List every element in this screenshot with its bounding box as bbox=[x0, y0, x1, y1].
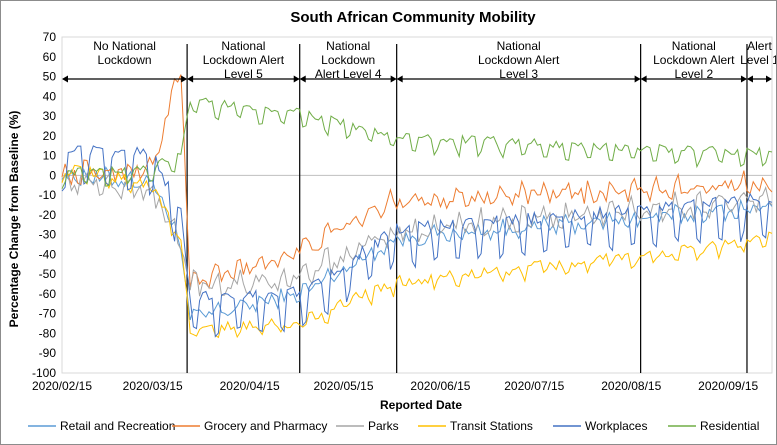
y-tick-label: -50 bbox=[39, 267, 57, 281]
y-tick-label: -40 bbox=[39, 247, 57, 261]
y-tick-label: -10 bbox=[39, 188, 57, 202]
phase-arrows bbox=[62, 75, 772, 83]
series-layer bbox=[61, 74, 773, 339]
x-tick-label: 2020/06/15 bbox=[410, 379, 470, 393]
phase-label: National Lockdown Alert Level 5 bbox=[203, 39, 285, 81]
series-line-residential bbox=[61, 97, 773, 190]
series-line-grocery-and-pharmacy bbox=[61, 74, 773, 290]
x-axis-title: Reported Date bbox=[380, 398, 462, 412]
x-tick-label: 2020/02/15 bbox=[32, 379, 92, 393]
phase-label-line: No National bbox=[93, 39, 156, 53]
phase-label-line: National bbox=[221, 39, 265, 53]
phase-label-line: Alert bbox=[747, 39, 772, 53]
legend-label: Transit Stations bbox=[450, 419, 533, 433]
phase-arrowhead-left bbox=[746, 75, 753, 83]
y-tick-label: 10 bbox=[43, 149, 57, 163]
chart-legend: Retail and Recreation Grocery and Pharmac… bbox=[28, 419, 759, 433]
y-tick-label: -30 bbox=[39, 228, 57, 242]
y-tick-label: 20 bbox=[43, 129, 57, 143]
y-axis-ticks: 70 60 50 40 30 20 10 0 -10 -20 -30 -40 -50 -60 -70 -80 -… bbox=[32, 30, 56, 380]
phase-label-line: Level 5 bbox=[224, 67, 263, 81]
x-tick-label: 2020/09/15 bbox=[698, 379, 758, 393]
phase-label: No National Lockdown bbox=[93, 39, 156, 67]
y-tick-label: 70 bbox=[43, 30, 57, 44]
phase-lines bbox=[186, 44, 748, 373]
legend-label: Parks bbox=[368, 419, 399, 433]
chart-title: South African Community Mobility bbox=[290, 9, 536, 26]
phase-arrowhead-right bbox=[634, 75, 641, 83]
plot-area bbox=[61, 36, 773, 374]
legend-label: Retail and Recreation bbox=[60, 419, 175, 433]
phase-label-line: Lockdown bbox=[321, 53, 375, 67]
x-tick-label: 2020/03/15 bbox=[123, 379, 183, 393]
series-line-transit-stations bbox=[61, 164, 773, 339]
phase-arrowhead-right bbox=[390, 75, 397, 83]
phase-label-line: Level 3 bbox=[499, 67, 538, 81]
phase-label-line: Lockdown Alert bbox=[478, 53, 560, 67]
y-tick-label: -80 bbox=[39, 326, 57, 340]
y-tick-label: -60 bbox=[39, 287, 57, 301]
phase-label-line: National bbox=[672, 39, 716, 53]
series-line-parks bbox=[61, 172, 773, 297]
x-axis-ticks: 2020/02/15 2020/03/15 2020/04/15 2020/05/15… bbox=[32, 379, 759, 393]
phase-label-line: Lockdown Alert bbox=[203, 53, 285, 67]
y-tick-label: -90 bbox=[39, 346, 57, 360]
y-axis-title: Percentage Change from Baseline (%) bbox=[7, 111, 21, 328]
y-tick-label: 40 bbox=[43, 89, 57, 103]
legend-label: Workplaces bbox=[585, 419, 647, 433]
phase-arrowhead-left bbox=[396, 75, 403, 83]
phase-label-line: National bbox=[326, 39, 370, 53]
x-tick-label: 2020/08/15 bbox=[601, 379, 661, 393]
phase-label: National Lockdown Alert Level 2 bbox=[653, 39, 735, 81]
y-tick-label: 50 bbox=[43, 70, 57, 84]
legend-label: Residential bbox=[700, 419, 759, 433]
phase-label: National Lockdown Alert Level 3 bbox=[478, 39, 560, 81]
phase-label: Alert Level 1 bbox=[740, 39, 776, 67]
phase-label-line: National bbox=[497, 39, 541, 53]
chart-grid bbox=[61, 36, 773, 374]
phase-label-line: Alert Level 4 bbox=[315, 67, 382, 81]
phase-arrowhead-left bbox=[640, 75, 647, 83]
x-tick-label: 2020/04/15 bbox=[220, 379, 280, 393]
y-tick-label: 30 bbox=[43, 109, 57, 123]
phase-arrowhead-right bbox=[181, 75, 188, 83]
phase-label-line: Lockdown bbox=[98, 53, 152, 67]
phase-label-line: Level 2 bbox=[674, 67, 713, 81]
y-tick-label: -70 bbox=[39, 307, 57, 321]
y-tick-label: -20 bbox=[39, 208, 57, 222]
phase-label-line: Lockdown Alert bbox=[653, 53, 735, 67]
y-tick-label: -100 bbox=[32, 366, 56, 380]
phase-arrowhead-right bbox=[293, 75, 300, 83]
phase-label-line: Level 1 bbox=[740, 53, 776, 67]
x-tick-label: 2020/07/15 bbox=[504, 379, 564, 393]
phase-label: National Lockdown Alert Level 4 bbox=[315, 39, 382, 81]
legend-label: Grocery and Pharmacy bbox=[204, 419, 327, 433]
series-line-workplaces bbox=[61, 145, 773, 338]
phase-arrowhead-left bbox=[299, 75, 306, 83]
phase-arrowhead-right bbox=[766, 75, 772, 83]
phase-arrowhead-right bbox=[740, 75, 747, 83]
y-tick-label: 0 bbox=[49, 168, 56, 182]
x-tick-label: 2020/05/15 bbox=[313, 379, 373, 393]
y-tick-label: 60 bbox=[43, 50, 57, 64]
phase-arrowhead-left bbox=[187, 75, 194, 83]
phase-arrowhead-left bbox=[62, 75, 68, 83]
